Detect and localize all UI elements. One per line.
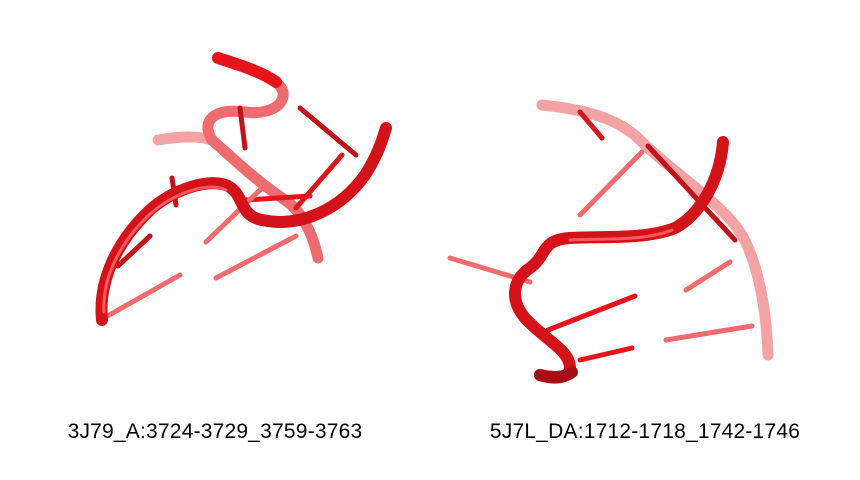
base-stick (577, 149, 645, 218)
base-stick (293, 152, 345, 211)
base-stick (577, 109, 605, 141)
base-stick (663, 323, 755, 343)
backbone-front-strand (212, 52, 282, 88)
backbone-highlight (568, 228, 674, 242)
base-stick (101, 272, 183, 321)
structure-panel-right: 5J7L_DA:1712-1718_1742-1746 (430, 0, 860, 480)
structure-label: 3J79_A:3724-3729_3759-3763 (67, 420, 363, 443)
backbone-front-strand (95, 122, 392, 326)
backbone-back-strand (536, 99, 774, 361)
base-stick (203, 185, 265, 245)
base-stick (237, 105, 248, 151)
backbone-front-strand (509, 136, 729, 384)
backbone-highlight (102, 185, 228, 314)
backbone-front-strand (534, 366, 578, 383)
base-stick (213, 233, 299, 281)
structure-label: 5J7L_DA:1712-1718_1742-1746 (489, 420, 801, 443)
rna-structure-render-right (447, 99, 774, 384)
structure-panel-left: 3J79_A:3724-3729_3759-3763 (67, 52, 392, 443)
base-stick (645, 143, 738, 243)
base-stick (577, 345, 635, 363)
base-stick (115, 233, 153, 269)
backbone-back-strand (152, 131, 218, 146)
rna-structure-render-left (95, 52, 392, 326)
base-stick (683, 259, 733, 293)
base-stick (242, 193, 313, 203)
base-stick (545, 293, 638, 333)
base-stick (297, 105, 359, 158)
